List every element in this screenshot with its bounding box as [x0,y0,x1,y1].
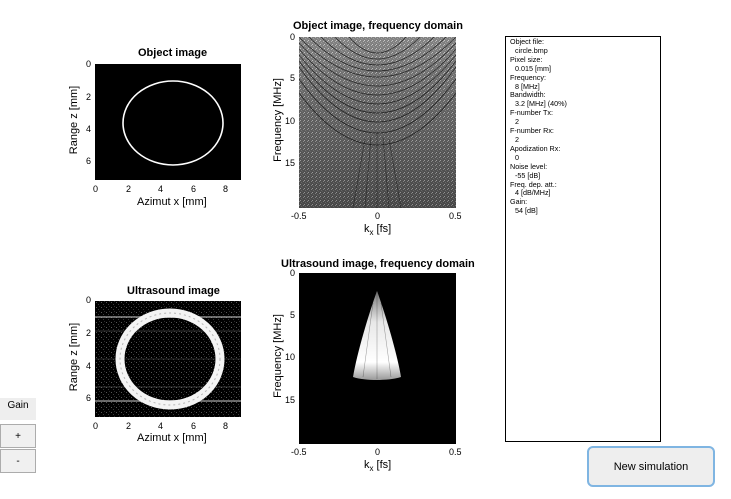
object-freq-xticks-0: 0 [375,211,381,221]
object-image-xticks-4: 4 [158,184,164,194]
ultrasound-freq-xticks-05: 0.5 [449,447,462,457]
simulation-info-panel: Object file: circle.bmp Pixel size: 0.01… [505,36,661,442]
frequency-value: 8 [MHz] [515,81,540,91]
object-freq-yticks-15: 15 [285,158,296,168]
object-freq-title: Object image, frequency domain [293,20,463,32]
object-freq-xticks-m05: -0.5 [291,211,307,221]
ultrasound-image-xlabel: Azimut x [mm] [137,432,207,444]
object-freq-ylabel: Frequency [MHz] [272,78,284,162]
object-freq-xlabel-sub: x [369,228,374,238]
noise-level-value: -55 [dB] [515,170,541,180]
ultrasound-image-xticks-4: 4 [158,421,164,431]
ultrasound-freq-yticks-15: 15 [285,395,296,405]
object-freq-xlabel-unit: [fs] [373,223,392,235]
ultrasound-freq-xlabel-unit: [fs] [373,459,392,471]
fnumber-tx-label: F-number Tx: [510,108,554,118]
ultrasound-freq-ylabel: Frequency [MHz] [272,314,284,398]
object-image-title: Object image [138,47,208,59]
object-image-yticks-6: 6 [86,156,92,166]
ultrasound-image-yticks-0: 0 [86,295,92,305]
ultrasound-freq-title: Ultrasound image, frequency domain [281,258,475,270]
object-freq-yticks-0: 0 [290,32,296,42]
object-freq-xlabel: kx [fs] [364,223,391,237]
ultrasound-image-xticks-8: 8 [223,421,229,431]
object-freq-canvas [299,37,456,208]
apodization-rx-label: Apodization Rx: [510,143,561,153]
object-image-ylabel: Range z [mm] [68,85,80,155]
ultrasound-freq-yticks-5: 5 [290,310,296,320]
object-file-label: Object file: [510,37,544,46]
fnumber-tx-value: 2 [515,117,519,127]
object-image-xlabel: Azimut x [mm] [137,196,207,208]
object-image-yticks-0: 0 [86,59,92,69]
gain-increase-button[interactable]: + [0,424,36,448]
ultrasound-freq-xlabel: kx [fs] [364,459,391,473]
ultrasound-image-ylabel: Range z [mm] [68,322,80,392]
object-file-value: circle.bmp [515,45,548,55]
object-image-xticks-0: 0 [93,184,99,194]
freq-dep-att-value: 4 [dB/MHz] [515,188,551,198]
bandwidth-label: Bandwidth: [510,90,546,100]
object-image-canvas [95,64,241,180]
apodization-rx-value: 0 [515,152,519,162]
pixel-size-label: Pixel size: [510,54,543,64]
object-image-xticks-2: 2 [126,184,132,194]
gain-decrease-button[interactable]: - [0,449,36,473]
fnumber-rx-value: 2 [515,134,519,144]
object-image-plot [95,64,241,180]
ultrasound-image-yticks-6: 6 [86,393,92,403]
ultrasound-freq-yticks-0: 0 [290,268,296,278]
freq-dep-att-label: Freq. dep. att.: [510,179,557,189]
ultrasound-image-title: Ultrasound image [127,285,220,297]
ultrasound-freq-yticks-10: 10 [285,352,296,362]
ultrasound-image-xticks-2: 2 [126,421,132,431]
object-freq-yticks-10: 10 [285,116,296,126]
noise-level-label: Noise level: [510,161,548,171]
object-freq-plot [299,37,456,208]
bandwidth-value: 3.2 [MHz] (40%) [515,99,567,109]
object-circle [122,80,224,166]
ultrasound-image-xticks-0: 0 [93,421,99,431]
object-image-yticks-2: 2 [86,92,92,102]
gain-info-value: 54 [dB] [515,206,538,216]
ultrasound-freq-xlabel-k: k [364,459,370,471]
ultrasound-freq-plot [299,273,456,444]
new-simulation-button[interactable]: New simulation [587,446,715,487]
ultrasound-image-yticks-2: 2 [86,328,92,338]
ultrasound-image-yticks-4: 4 [86,361,92,371]
ultrasound-image-xticks-6: 6 [191,421,197,431]
object-freq-xticks-05: 0.5 [449,211,462,221]
ultrasound-freq-xticks-0: 0 [375,447,381,457]
object-image-xticks-6: 6 [191,184,197,194]
frequency-label: Frequency: [510,72,546,82]
fnumber-rx-label: F-number Rx: [510,126,554,136]
gain-info-label: Gain: [510,197,528,207]
object-image-yticks-4: 4 [86,124,92,134]
ultrasound-freq-cone [353,291,401,380]
ultrasound-freq-xlabel-sub: x [369,464,374,474]
gain-control-label: Gain [0,398,36,420]
ultrasound-image-plot [95,301,241,417]
ultrasound-freq-canvas [299,273,456,444]
ultrasound-image-canvas [95,301,241,417]
object-freq-xlabel-k: k [364,223,370,235]
ultrasound-freq-xticks-m05: -0.5 [291,447,307,457]
object-freq-yticks-5: 5 [290,73,296,83]
pixel-size-value: 0.015 [mm] [515,63,551,73]
object-image-xticks-8: 8 [223,184,229,194]
